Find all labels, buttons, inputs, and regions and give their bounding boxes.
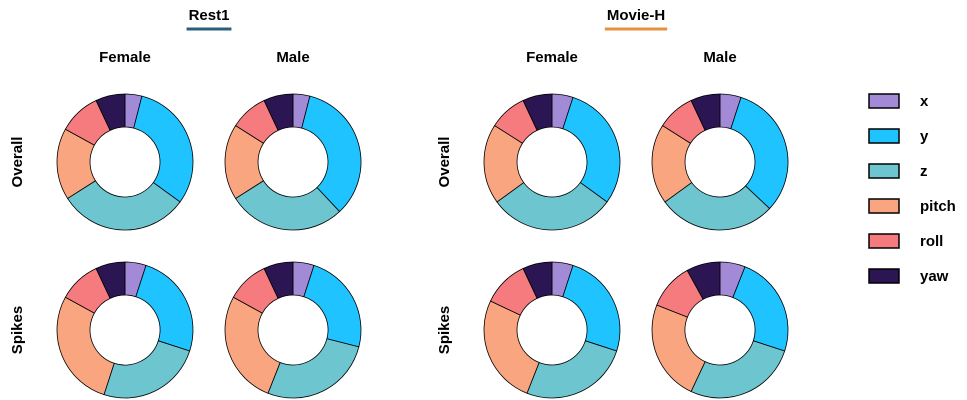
donut-segment <box>235 180 341 231</box>
legend-swatch <box>868 198 900 214</box>
donut-segment <box>56 296 115 396</box>
row-label: Overall <box>436 137 453 188</box>
panel-title: Rest1 <box>189 7 230 24</box>
legend-label: x <box>920 93 929 110</box>
column-label: Female <box>526 49 578 66</box>
donut-segment <box>522 261 553 299</box>
row-label: Spikes <box>436 306 453 354</box>
donut-segment <box>135 264 194 352</box>
legend-swatch <box>868 163 900 179</box>
legend-label: z <box>920 163 928 180</box>
donut-segment <box>562 264 621 352</box>
donut-segment <box>303 264 362 348</box>
donut-segment <box>651 304 706 393</box>
donut-segment <box>496 182 608 231</box>
column-label: Male <box>276 49 309 66</box>
donut-segment <box>690 340 786 399</box>
donut-segment <box>224 296 281 394</box>
donut-segment <box>267 338 360 399</box>
row-label: Spikes <box>9 306 26 354</box>
legend-swatch <box>868 268 900 284</box>
legend-label: yaw <box>920 268 949 285</box>
donut-segment <box>95 261 126 299</box>
legend-label: y <box>920 128 929 145</box>
row-label: Overall <box>9 137 26 188</box>
donut-segment <box>526 340 618 399</box>
legend-swatch <box>868 233 900 249</box>
column-label: Male <box>703 49 736 66</box>
donut-segment <box>133 95 194 203</box>
legend-swatch <box>868 128 900 144</box>
panel-title: Movie-H <box>607 7 665 24</box>
donut-segment <box>95 93 126 131</box>
donut-segment <box>730 96 789 210</box>
legend-label: roll <box>920 233 943 250</box>
legend-swatch <box>868 93 900 109</box>
donut-segment <box>483 300 540 394</box>
legend-label: pitch <box>920 198 956 215</box>
donut-segment <box>67 180 181 231</box>
donut-segment <box>522 93 553 131</box>
donut-segment <box>301 95 362 213</box>
donut-segment <box>263 93 294 131</box>
donut-segment <box>732 266 789 352</box>
donut-segment <box>686 261 721 300</box>
donut-segment <box>562 96 621 203</box>
donut-segment <box>690 93 721 131</box>
donut-segment <box>263 261 294 299</box>
column-label: Female <box>99 49 151 66</box>
donut-segment <box>664 182 771 231</box>
donut-segment <box>103 340 191 399</box>
